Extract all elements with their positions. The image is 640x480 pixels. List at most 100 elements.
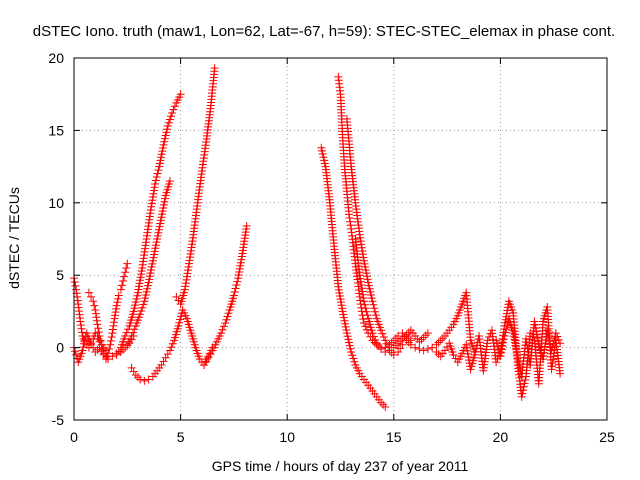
x-axis-label: GPS time / hours of day 237 of year 2011 bbox=[212, 458, 469, 474]
data-point bbox=[346, 217, 355, 226]
data-point bbox=[532, 327, 541, 336]
data-point bbox=[387, 348, 396, 357]
data-point bbox=[347, 347, 356, 356]
data-point bbox=[377, 326, 386, 335]
data-point bbox=[165, 346, 174, 355]
data-point bbox=[499, 338, 508, 347]
data-point bbox=[521, 375, 530, 384]
data-point bbox=[432, 347, 441, 356]
data-point bbox=[349, 354, 358, 363]
data-point bbox=[404, 328, 413, 337]
data-point bbox=[159, 357, 168, 366]
data-point bbox=[357, 284, 366, 293]
data-point bbox=[548, 343, 557, 352]
data-point bbox=[175, 318, 184, 327]
data-point bbox=[112, 350, 121, 359]
data-point bbox=[73, 292, 82, 301]
data-point bbox=[379, 400, 388, 409]
data-point bbox=[357, 280, 366, 289]
data-point bbox=[345, 214, 354, 223]
data-point bbox=[91, 347, 100, 356]
plot-frame bbox=[73, 57, 608, 421]
data-point bbox=[381, 402, 390, 411]
data-point bbox=[87, 292, 96, 301]
data-point bbox=[161, 353, 170, 362]
data-point bbox=[168, 339, 177, 348]
data-point bbox=[358, 287, 367, 296]
data-point bbox=[138, 303, 147, 312]
data-point bbox=[551, 329, 560, 338]
data-point bbox=[394, 347, 403, 356]
data-point bbox=[172, 292, 181, 301]
data-point bbox=[72, 350, 81, 359]
data-point bbox=[200, 360, 209, 369]
data-point bbox=[76, 321, 85, 330]
data-point bbox=[153, 169, 162, 178]
data-point bbox=[496, 352, 505, 361]
data-point bbox=[78, 346, 87, 355]
data-point bbox=[385, 346, 394, 355]
data-point bbox=[169, 105, 178, 114]
data-point bbox=[184, 262, 193, 271]
data-point bbox=[95, 332, 104, 341]
data-point bbox=[406, 340, 415, 349]
data-point bbox=[180, 285, 189, 294]
data-point bbox=[183, 269, 192, 278]
data-point bbox=[355, 230, 364, 239]
data-point bbox=[419, 333, 428, 342]
data-point bbox=[94, 324, 103, 333]
data-point bbox=[147, 199, 156, 208]
data-point bbox=[217, 329, 226, 338]
data-point bbox=[553, 332, 562, 341]
data-point bbox=[80, 336, 89, 345]
data-point bbox=[149, 189, 158, 198]
data-point bbox=[148, 196, 157, 205]
data-point bbox=[377, 345, 386, 354]
data-point bbox=[120, 272, 129, 281]
data-point bbox=[150, 183, 159, 192]
data-point bbox=[371, 307, 380, 316]
data-point bbox=[362, 307, 371, 316]
data-point bbox=[164, 118, 173, 127]
data-point bbox=[182, 272, 191, 281]
data-point bbox=[369, 300, 378, 309]
data-point bbox=[232, 281, 241, 290]
data-point bbox=[411, 343, 420, 352]
data-point bbox=[549, 339, 558, 348]
data-point bbox=[72, 285, 81, 294]
data-point bbox=[556, 369, 565, 378]
data-point bbox=[519, 386, 528, 395]
data-point bbox=[368, 297, 377, 306]
data-point bbox=[356, 277, 365, 286]
data-point bbox=[523, 341, 532, 350]
x-tick-label: 0 bbox=[70, 429, 78, 445]
data-point bbox=[451, 354, 460, 363]
data-point bbox=[417, 335, 426, 344]
data-point bbox=[109, 321, 118, 330]
data-point bbox=[517, 392, 526, 401]
data-point bbox=[378, 329, 387, 338]
data-point bbox=[139, 300, 148, 309]
data-point bbox=[163, 350, 172, 359]
data-point bbox=[96, 336, 105, 345]
data-point bbox=[346, 221, 355, 230]
data-point bbox=[210, 64, 219, 73]
data-point bbox=[492, 358, 501, 367]
data-point bbox=[76, 317, 85, 326]
data-point bbox=[97, 340, 106, 349]
data-point bbox=[136, 310, 145, 319]
y-tick-label: 5 bbox=[56, 267, 64, 283]
data-point bbox=[204, 353, 213, 362]
data-point bbox=[518, 389, 527, 398]
data-point bbox=[176, 90, 185, 99]
data-point bbox=[174, 321, 183, 330]
data-point bbox=[151, 176, 160, 185]
data-point bbox=[230, 287, 239, 296]
data-point bbox=[119, 345, 128, 354]
data-point bbox=[116, 285, 125, 294]
data-point bbox=[176, 315, 185, 324]
data-point bbox=[389, 350, 398, 359]
data-point bbox=[361, 304, 370, 313]
data-point bbox=[79, 339, 88, 348]
